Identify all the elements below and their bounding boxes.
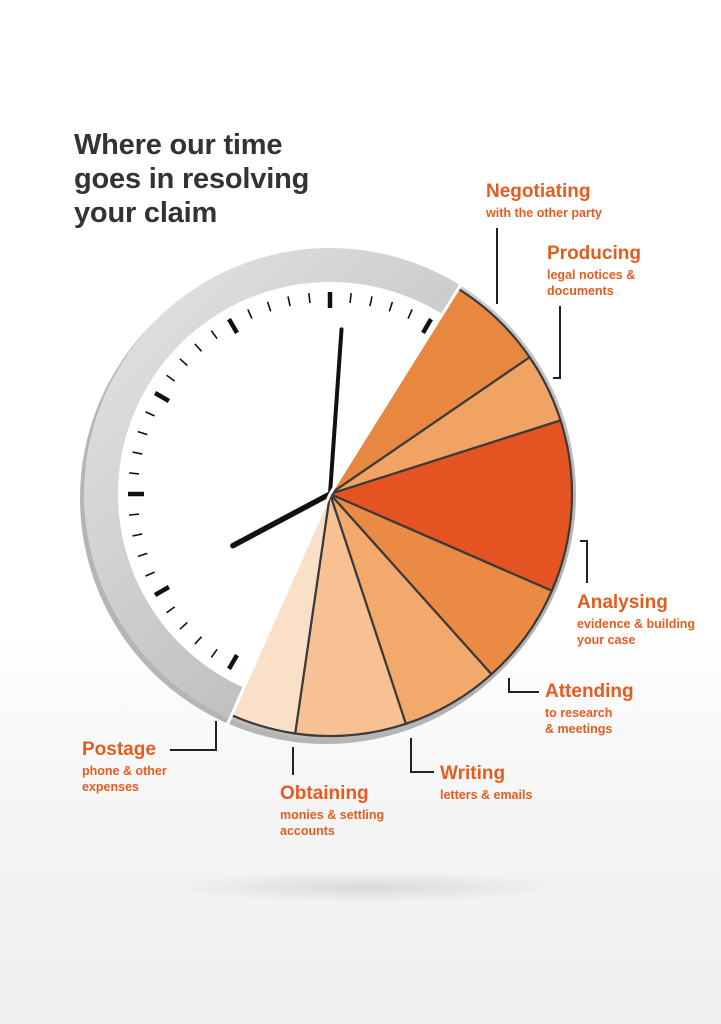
minute-tick <box>369 296 373 307</box>
pie-edge-gap <box>224 493 332 729</box>
minute-tick <box>179 621 188 630</box>
minute-tick <box>210 330 218 340</box>
minute-tick <box>247 309 253 319</box>
minute-tick <box>287 296 291 307</box>
label-producing-title: Producing <box>547 243 641 264</box>
minute-tick <box>266 301 272 312</box>
label-obtaining-detail: monies & settling accounts <box>280 808 385 838</box>
minute-tick <box>308 293 311 304</box>
minute-tick <box>349 293 352 304</box>
minute-tick <box>137 552 148 558</box>
minute-tick <box>132 451 143 455</box>
label-obtaining-title: Obtaining <box>280 783 369 804</box>
label-producing-detail: legal notices & documents <box>547 268 636 298</box>
pie-edge-gap <box>328 276 467 495</box>
label-postage-detail: phone & other expenses <box>82 764 167 794</box>
hour-tick <box>421 317 433 335</box>
minute-tick <box>210 648 218 658</box>
minute-tick <box>388 301 394 312</box>
pie-slice-attending <box>328 492 553 676</box>
label-postage-title: Postage <box>82 739 156 760</box>
minute-tick <box>166 606 176 614</box>
minute-tick <box>129 513 140 516</box>
label-attending: Attending to research & meetings <box>545 681 634 737</box>
minute-tick <box>407 309 413 319</box>
label-negotiating-title: Negotiating <box>486 181 591 202</box>
label-negotiating-detail: with the other party <box>486 206 602 220</box>
label-attending-title: Attending <box>545 681 634 702</box>
label-obtaining: Obtaining monies & settling accounts <box>280 783 384 839</box>
label-analysing-detail: evidence & building your case <box>577 617 696 647</box>
hour-tick <box>227 653 239 671</box>
minute-tick <box>145 411 155 417</box>
clock-shadow <box>170 872 560 902</box>
minute-tick <box>137 430 148 436</box>
leader-postage <box>170 721 217 751</box>
minute-tick <box>179 358 188 367</box>
label-writing-title: Writing <box>440 763 506 784</box>
pie-slice-obtaining <box>294 492 407 738</box>
label-analysing: Analysing evidence & building your case <box>577 592 695 648</box>
label-producing: Producing legal notices & documents <box>547 243 641 299</box>
hour-tick <box>227 317 239 335</box>
leader-attending <box>508 678 539 693</box>
minute-hand <box>326 327 344 516</box>
hour-tick <box>153 585 171 597</box>
label-analysing-title: Analysing <box>577 592 668 613</box>
minute-tick <box>166 374 176 382</box>
label-attending-detail: to research & meetings <box>545 706 613 736</box>
pie-slice-analysing <box>328 419 574 592</box>
hour-hand <box>230 491 333 549</box>
label-negotiating: Negotiating with the other party <box>486 181 602 221</box>
label-writing: Writing letters & emails <box>440 763 532 803</box>
minute-tick <box>132 533 143 537</box>
leader-producing <box>553 306 561 379</box>
page-title: Where our time goes in resolving your cl… <box>74 129 310 229</box>
minute-tick <box>129 472 140 475</box>
hour-tick <box>153 391 171 403</box>
label-writing-detail: letters & emails <box>440 788 533 802</box>
minute-tick <box>145 571 155 577</box>
leader-analysing <box>580 540 588 583</box>
minute-tick <box>194 636 203 645</box>
leader-writing <box>410 738 434 773</box>
minute-tick <box>194 343 203 352</box>
label-postage: Postage phone & other expenses <box>82 739 167 795</box>
